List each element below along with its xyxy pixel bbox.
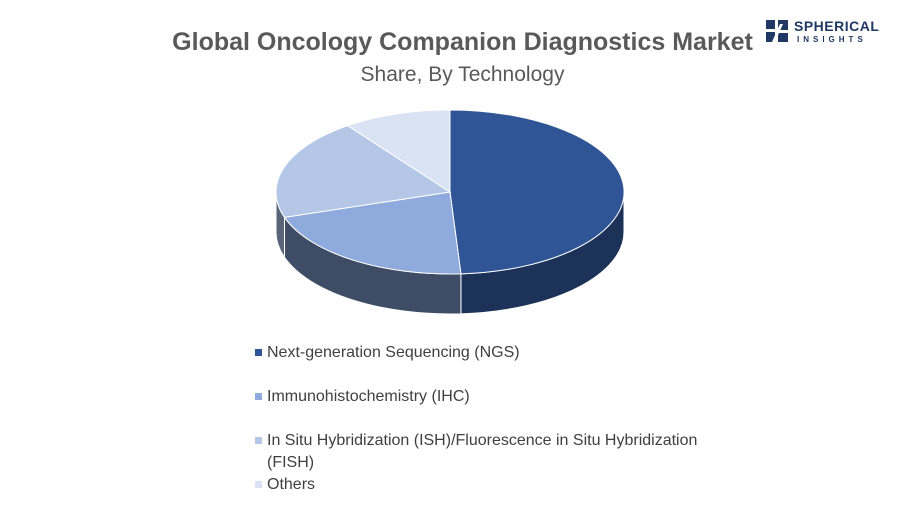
logo-mark-icon — [764, 18, 790, 44]
legend-label: Others — [267, 476, 316, 493]
legend-swatch — [255, 437, 262, 444]
legend-swatch — [255, 349, 262, 356]
chart-legend: Next-generation Sequencing (NGS) Immunohi… — [255, 342, 745, 496]
legend-swatch — [255, 481, 262, 488]
pie-slice — [449, 109, 625, 275]
chart-title: Global Oncology Companion Diagnostics Ma… — [172, 28, 753, 56]
legend-label: Next-generation Sequencing (NGS) — [267, 344, 520, 361]
pie-slice — [346, 109, 451, 193]
legend-item: In Situ Hybridization (ISH)/Fluorescence… — [255, 430, 745, 474]
pie-tops — [275, 109, 625, 275]
pie-slice — [283, 191, 462, 275]
legend-label: Immunohistochemistry (IHC) — [267, 388, 470, 405]
logo-subtitle: INSIGHTS — [797, 35, 867, 44]
legend-item: Others — [255, 474, 745, 496]
chart-subtitle: Share, By Technology — [360, 63, 565, 86]
legend-label: In Situ Hybridization (ISH)/Fluorescence… — [267, 432, 698, 471]
legend-item: Immunohistochemistry (IHC) — [255, 386, 745, 408]
legend-item: Next-generation Sequencing (NGS) — [255, 342, 745, 364]
spherical-insights-logo: SPHERICAL INSIGHTS — [764, 18, 884, 48]
logo-wordmark: SPHERICAL — [794, 18, 880, 34]
legend-swatch — [255, 393, 262, 400]
pie-slice — [275, 125, 452, 218]
